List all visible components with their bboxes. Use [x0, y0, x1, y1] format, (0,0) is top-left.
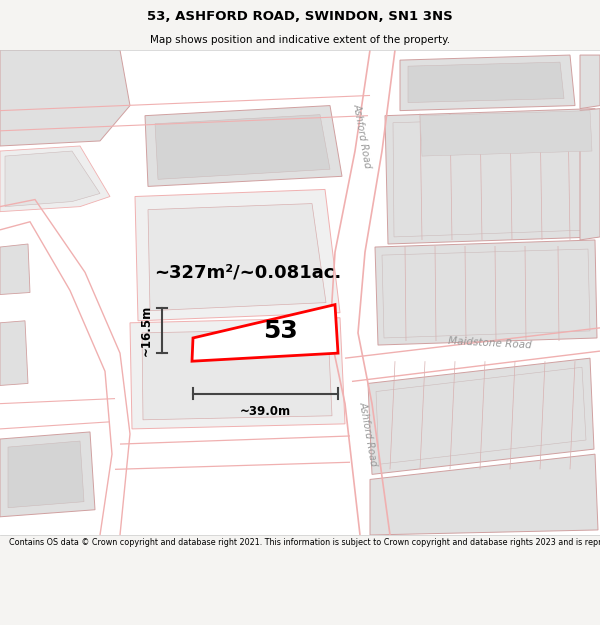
Polygon shape: [382, 249, 590, 338]
Polygon shape: [0, 50, 600, 535]
Polygon shape: [0, 146, 110, 212]
Polygon shape: [376, 368, 586, 464]
Polygon shape: [580, 109, 600, 240]
Polygon shape: [420, 111, 592, 156]
Text: ~16.5m: ~16.5m: [139, 305, 152, 356]
Polygon shape: [0, 244, 30, 294]
Polygon shape: [408, 62, 564, 102]
Text: Ashford Road: Ashford Road: [358, 401, 379, 467]
Polygon shape: [155, 114, 330, 179]
Text: 53: 53: [263, 319, 298, 343]
Polygon shape: [368, 358, 594, 474]
Polygon shape: [130, 318, 345, 429]
Polygon shape: [385, 109, 598, 244]
Text: Contains OS data © Crown copyright and database right 2021. This information is : Contains OS data © Crown copyright and d…: [9, 538, 600, 547]
Polygon shape: [393, 117, 592, 237]
Text: ~327m²/~0.081ac.: ~327m²/~0.081ac.: [154, 263, 341, 281]
Polygon shape: [400, 55, 575, 111]
Polygon shape: [580, 55, 600, 109]
Text: 53, ASHFORD ROAD, SWINDON, SN1 3NS: 53, ASHFORD ROAD, SWINDON, SN1 3NS: [147, 10, 453, 23]
Polygon shape: [192, 304, 338, 361]
Text: ~39.0m: ~39.0m: [240, 405, 291, 418]
Polygon shape: [142, 329, 332, 420]
Polygon shape: [145, 106, 342, 186]
Polygon shape: [8, 441, 84, 508]
Polygon shape: [375, 240, 597, 345]
Polygon shape: [0, 432, 95, 517]
Polygon shape: [135, 189, 340, 321]
Polygon shape: [5, 151, 100, 207]
Polygon shape: [370, 454, 598, 535]
Polygon shape: [148, 204, 326, 311]
Polygon shape: [0, 321, 28, 386]
Polygon shape: [0, 50, 130, 146]
Text: Map shows position and indicative extent of the property.: Map shows position and indicative extent…: [150, 35, 450, 45]
Text: Maidstone Road: Maidstone Road: [448, 336, 532, 350]
Text: Ashford Road: Ashford Road: [352, 102, 373, 169]
